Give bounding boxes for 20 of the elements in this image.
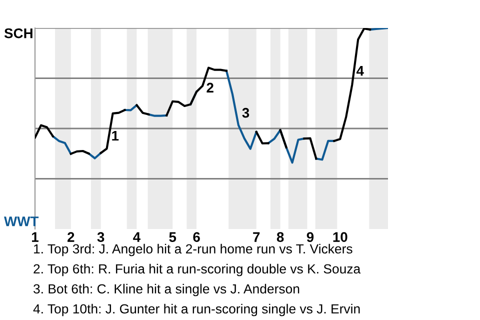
text: WWT [4, 216, 39, 226]
x-tick-label: 2 [68, 232, 74, 242]
text: 3. Bot 6th: C. Kline hit a single vs J. Anderson [34, 284, 300, 296]
x-tick-label: 6 [193, 232, 200, 242]
x-tick-label: 4 [133, 232, 140, 242]
x-tick-label: 7 [253, 232, 260, 242]
x-tick-label: 10 [333, 232, 348, 242]
x-tick-label: 1 [32, 232, 38, 242]
annotation: 2 [206, 82, 214, 92]
annotation: 3 [242, 108, 250, 118]
text: SCH [4, 28, 32, 38]
text: 4. Top 10th: J. Gunter hit a run-scoring single vs J. Ervin [33, 304, 360, 316]
x-tick-label: 9 [306, 232, 314, 242]
x-tick-label: 3 [97, 232, 104, 242]
text: 2. Top 6th: R. Furia hit a run-scoring double vs K. Souza [34, 264, 361, 276]
x-tick-label: 8 [276, 232, 284, 242]
text: 1. Top 3rd: J. Angelo hit a 2-run home run vs T. Vickers [34, 244, 352, 256]
x-tick-label: 5 [169, 232, 176, 242]
annotation: 4 [356, 66, 364, 76]
annotation: 1 [112, 130, 119, 141]
